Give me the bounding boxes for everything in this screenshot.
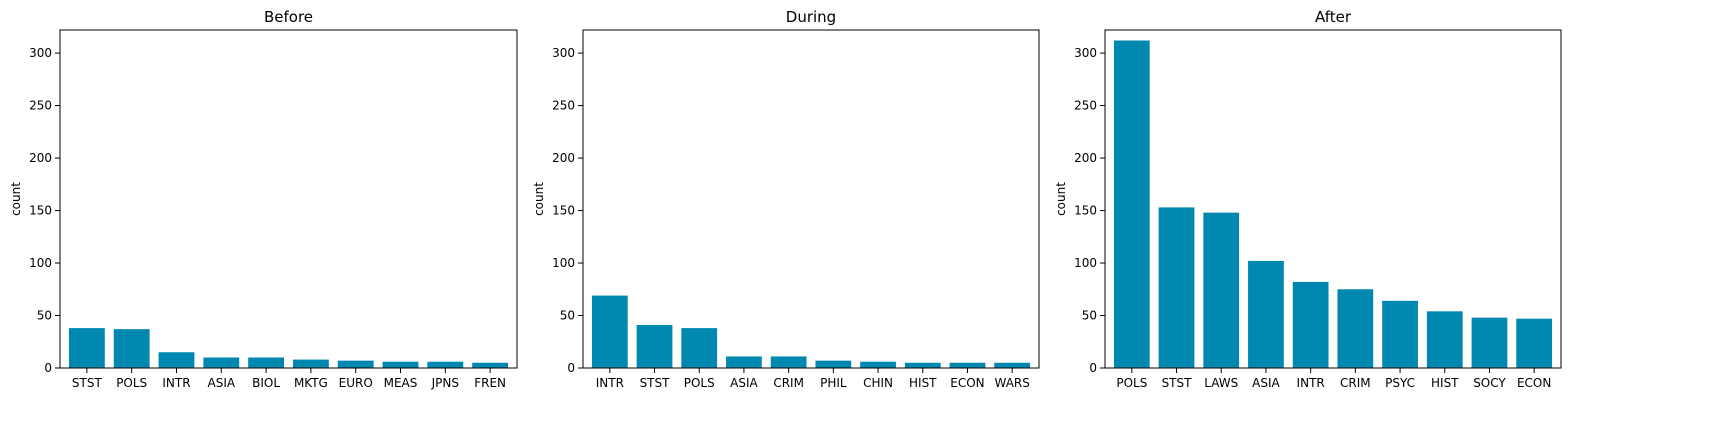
bar-fren [472,362,509,368]
bar-stst [68,328,105,368]
y-tick-label: 50 [1082,309,1097,323]
x-tick-label: CRIM [1340,376,1371,390]
x-tick-label: ASIA [730,376,758,390]
x-tick-label: STST [1162,376,1193,390]
bar-stst [1158,207,1195,368]
bar-econ [949,362,986,368]
bar-econ [1516,318,1553,368]
bar-jpns [427,361,464,368]
y-tick-label: 50 [560,309,575,323]
x-tick-label: ECON [950,376,984,390]
x-tick-label: HIST [909,376,937,390]
chart-title: During [786,8,836,26]
x-tick-label: MKTG [294,376,328,390]
bar-biol [248,357,285,368]
bar-meas [382,361,419,368]
bar-phil [815,360,852,368]
y-tick-label: 250 [29,99,52,113]
y-axis-label: count [1054,182,1068,216]
x-tick-label: WARS [994,376,1029,390]
bar-asia [203,357,240,368]
y-tick-label: 150 [1074,204,1097,218]
x-tick-label: INTR [162,376,190,390]
x-tick-label: POLS [116,376,147,390]
x-tick-label: CHIN [863,376,893,390]
x-tick-label: MEAS [384,376,418,390]
x-tick-label: SOCY [1473,376,1506,390]
bar-laws [1203,212,1240,368]
chart-title: After [1315,8,1352,26]
bar-hist [1426,311,1463,368]
x-tick-label: JPNS [431,376,459,390]
x-tick-label: LAWS [1204,376,1238,390]
bar-intr [591,295,628,368]
x-tick-label: HIST [1431,376,1459,390]
y-tick-label: 150 [552,204,575,218]
bar-crim [770,356,807,368]
x-tick-label: ASIA [1252,376,1280,390]
bar-wars [994,362,1031,368]
y-tick-label: 250 [1074,99,1097,113]
x-tick-label: EURO [339,376,373,390]
x-tick-label: INTR [596,376,624,390]
y-tick-label: 300 [29,46,52,60]
plot-frame [59,29,518,369]
y-tick-label: 0 [567,361,575,375]
y-tick-label: 300 [552,46,575,60]
bar-pols [681,328,718,368]
x-tick-label: INTR [1297,376,1325,390]
y-axis-label: count [9,182,23,216]
y-tick-label: 100 [29,256,52,270]
y-tick-label: 300 [1074,46,1097,60]
y-tick-label: 200 [1074,151,1097,165]
chart-panel-during: INTR STST POLS ASIA CRIM PHIL CHIN HIST ECON WARS… [532,8,1040,390]
y-tick-label: 100 [552,256,575,270]
x-tick-label: CRIM [773,376,804,390]
chart-panel-after: POLS STST LAWS ASIA INTR CRIM PSYC HIST SOCY ECON… [1054,8,1562,390]
y-tick-label: 200 [29,151,52,165]
bar-pols [1113,40,1150,368]
bar-stst [636,324,673,368]
bar-crim [1337,289,1374,368]
x-tick-label: POLS [684,376,715,390]
y-tick-label: 150 [29,204,52,218]
bar-asia [1248,260,1284,368]
x-tick-label: STST [640,376,671,390]
y-tick-label: 200 [552,151,575,165]
bar-asia [726,356,762,368]
y-axis-label: count [532,182,546,216]
x-tick-label: FREN [474,376,506,390]
chart-panel-before: STST POLS INTR ASIA BIOL MKTG EURO MEAS JPNS FREN… [9,8,518,390]
bar-chin [860,361,896,368]
y-tick-label: 250 [552,99,575,113]
bar-mktg [292,359,329,368]
chart-title: Before [264,8,313,26]
x-tick-label: PHIL [820,376,847,390]
y-tick-label: 100 [1074,256,1097,270]
plot-frame [1104,29,1562,369]
y-tick-label: 50 [37,309,52,323]
bar-intr [158,352,195,368]
x-tick-label: STST [72,376,103,390]
bar-hist [904,362,941,368]
x-tick-label: BIOL [252,376,280,390]
y-tick-label: 0 [44,361,52,375]
bar-pols [113,329,150,368]
x-tick-label: PSYC [1385,376,1415,390]
x-tick-label: ASIA [208,376,236,390]
bar-euro [337,360,374,368]
x-tick-label: POLS [1116,376,1147,390]
plot-frame [582,29,1040,369]
bar-socy [1471,317,1508,368]
bar-intr [1292,281,1329,368]
x-tick-label: ECON [1517,376,1551,390]
y-tick-label: 0 [1089,361,1097,375]
bar-psyc [1382,300,1418,368]
